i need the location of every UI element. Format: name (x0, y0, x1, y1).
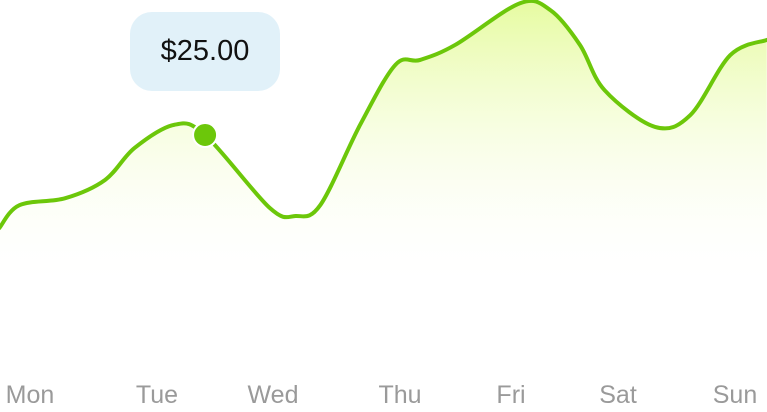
x-tick-label-sun: Sun (713, 381, 757, 409)
x-tick-label-fri: Fri (496, 381, 525, 409)
x-tick-label-wed: Wed (248, 381, 299, 409)
value-tooltip: $25.00 (130, 12, 280, 91)
tooltip-value: $25.00 (160, 35, 250, 67)
x-tick-label-thu: Thu (378, 381, 421, 409)
x-tick-label-sat: Sat (599, 381, 637, 409)
x-tick-label-tue: Tue (136, 381, 178, 409)
highlight-point[interactable] (192, 122, 219, 148)
x-tick-label-mon: Mon (6, 381, 55, 409)
area-fill (0, 0, 767, 290)
series-line (0, 0, 767, 230)
